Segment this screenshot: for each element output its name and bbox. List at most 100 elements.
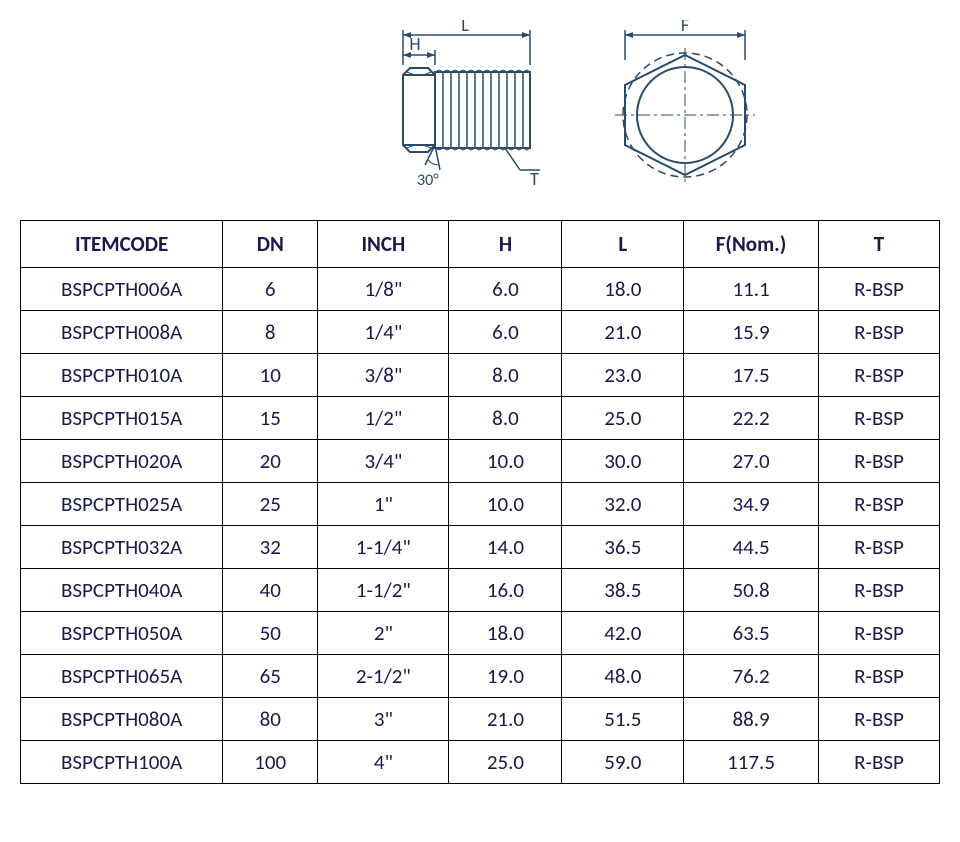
table-cell: R-BSP	[819, 483, 940, 526]
label-angle: 30°	[417, 171, 439, 190]
table-cell: 1-1/2"	[318, 569, 449, 612]
table-cell: R-BSP	[819, 397, 940, 440]
table-body: BSPCPTH006A61/8"6.018.011.1R-BSPBSPCPTH0…	[21, 268, 940, 784]
table-cell: 21.0	[449, 698, 562, 741]
table-cell: BSPCPTH065A	[21, 655, 223, 698]
table-cell: 23.0	[562, 354, 684, 397]
table-cell: BSPCPTH015A	[21, 397, 223, 440]
table-cell: 17.5	[684, 354, 819, 397]
header-inch: INCH	[318, 221, 449, 268]
label-L: L	[461, 20, 469, 36]
table-row: BSPCPTH008A81/4"6.021.015.9R-BSP	[21, 311, 940, 354]
header-h: H	[449, 221, 562, 268]
table-cell: BSPCPTH025A	[21, 483, 223, 526]
table-cell: 15	[223, 397, 318, 440]
table-cell: 3/8"	[318, 354, 449, 397]
header-l: L	[562, 221, 684, 268]
table-cell: 4"	[318, 741, 449, 784]
table-cell: BSPCPTH020A	[21, 440, 223, 483]
table-cell: 76.2	[684, 655, 819, 698]
table-cell: 2"	[318, 612, 449, 655]
table-row: BSPCPTH032A321-1/4"14.036.544.5R-BSP	[21, 526, 940, 569]
label-H: H	[409, 33, 420, 55]
table-cell: 38.5	[562, 569, 684, 612]
table-cell: 65	[223, 655, 318, 698]
table-cell: 117.5	[684, 741, 819, 784]
table-cell: 19.0	[449, 655, 562, 698]
table-cell: 1/2"	[318, 397, 449, 440]
table-cell: R-BSP	[819, 526, 940, 569]
table-cell: 42.0	[562, 612, 684, 655]
table-cell: 20	[223, 440, 318, 483]
table-cell: R-BSP	[819, 741, 940, 784]
table-cell: R-BSP	[819, 655, 940, 698]
table-row: BSPCPTH006A61/8"6.018.011.1R-BSP	[21, 268, 940, 311]
table-cell: 63.5	[684, 612, 819, 655]
table-row: BSPCPTH015A151/2"8.025.022.2R-BSP	[21, 397, 940, 440]
table-cell: 34.9	[684, 483, 819, 526]
table-cell: 15.9	[684, 311, 819, 354]
table-cell: 18.0	[449, 612, 562, 655]
table-header-row: ITEMCODE DN INCH H L F(Nom.) T	[21, 221, 940, 268]
table-cell: 40	[223, 569, 318, 612]
table-cell: 100	[223, 741, 318, 784]
table-cell: 3/4"	[318, 440, 449, 483]
label-F: F	[681, 20, 689, 36]
table-cell: 6.0	[449, 268, 562, 311]
table-cell: 6.0	[449, 311, 562, 354]
table-cell: 51.5	[562, 698, 684, 741]
table-cell: BSPCPTH032A	[21, 526, 223, 569]
table-cell: 25	[223, 483, 318, 526]
table-row: BSPCPTH065A652-1/2"19.048.076.2R-BSP	[21, 655, 940, 698]
table-cell: 2-1/2"	[318, 655, 449, 698]
table-cell: 25.0	[449, 741, 562, 784]
table-cell: 32.0	[562, 483, 684, 526]
table-cell: 25.0	[562, 397, 684, 440]
table-cell: R-BSP	[819, 268, 940, 311]
table-cell: 8	[223, 311, 318, 354]
table-cell: 3"	[318, 698, 449, 741]
table-cell: 30.0	[562, 440, 684, 483]
table-cell: BSPCPTH010A	[21, 354, 223, 397]
table-cell: 1"	[318, 483, 449, 526]
table-row: BSPCPTH080A803"21.051.588.9R-BSP	[21, 698, 940, 741]
table-cell: R-BSP	[819, 612, 940, 655]
table-cell: 16.0	[449, 569, 562, 612]
table-cell: 10.0	[449, 440, 562, 483]
table-cell: 80	[223, 698, 318, 741]
table-cell: 10	[223, 354, 318, 397]
table-cell: 6	[223, 268, 318, 311]
diagram-container: L H	[200, 20, 940, 200]
header-dn: DN	[223, 221, 318, 268]
specifications-table: ITEMCODE DN INCH H L F(Nom.) T BSPCPTH00…	[20, 220, 940, 784]
hex-front-view-diagram: F	[595, 20, 775, 200]
table-cell: 50.8	[684, 569, 819, 612]
table-cell: R-BSP	[819, 440, 940, 483]
table-cell: 1/8"	[318, 268, 449, 311]
header-itemcode: ITEMCODE	[21, 221, 223, 268]
table-cell: 27.0	[684, 440, 819, 483]
table-cell: 48.0	[562, 655, 684, 698]
table-cell: 8.0	[449, 397, 562, 440]
header-f: F(Nom.)	[684, 221, 819, 268]
table-cell: BSPCPTH080A	[21, 698, 223, 741]
table-cell: 59.0	[562, 741, 684, 784]
table-row: BSPCPTH020A203/4"10.030.027.0R-BSP	[21, 440, 940, 483]
table-cell: 11.1	[684, 268, 819, 311]
table-cell: 88.9	[684, 698, 819, 741]
table-cell: 18.0	[562, 268, 684, 311]
table-row: BSPCPTH100A1004"25.059.0117.5R-BSP	[21, 741, 940, 784]
table-row: BSPCPTH050A502"18.042.063.5R-BSP	[21, 612, 940, 655]
table-cell: 44.5	[684, 526, 819, 569]
table-cell: 1/4"	[318, 311, 449, 354]
side-view-diagram: L H	[365, 20, 565, 200]
table-cell: R-BSP	[819, 354, 940, 397]
table-cell: BSPCPTH008A	[21, 311, 223, 354]
table-cell: 1-1/4"	[318, 526, 449, 569]
table-cell: R-BSP	[819, 698, 940, 741]
table-cell: 36.5	[562, 526, 684, 569]
table-row: BSPCPTH040A401-1/2"16.038.550.8R-BSP	[21, 569, 940, 612]
thread-lines	[443, 72, 523, 148]
table-cell: 14.0	[449, 526, 562, 569]
table-cell: 10.0	[449, 483, 562, 526]
